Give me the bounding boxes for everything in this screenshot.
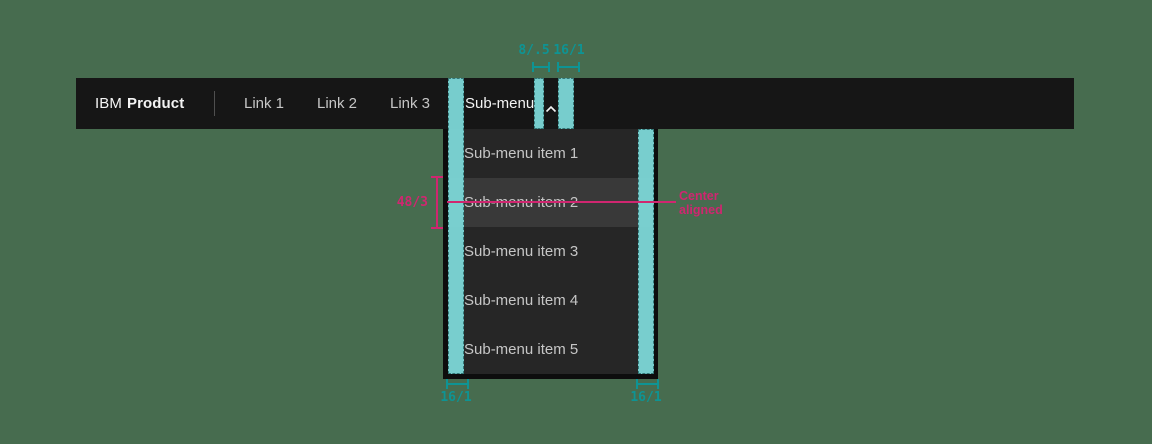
center-align-note: Center aligned	[679, 189, 723, 217]
submenu-dropdown: Sub-menu item 1 Sub-menu item 2 Sub-menu…	[443, 129, 658, 379]
height-measure-bracket	[431, 176, 443, 229]
spacing-overlay-label-chevron-gap	[534, 78, 544, 129]
item-height-label: 48/3	[396, 195, 428, 210]
submenu-trigger[interactable]: Sub-menu	[450, 78, 652, 129]
submenu-label: Sub-menu	[465, 95, 535, 112]
measure-ibeam-icon	[636, 379, 659, 389]
center-align-line	[447, 201, 676, 203]
app-header: IBM Product Link 1 Link 2 Link 3 Sub-menu	[76, 78, 1074, 129]
measurement-label-right-padding: 16/1	[553, 43, 585, 58]
nav-link-1[interactable]: Link 1	[244, 95, 285, 112]
submenu-item-4[interactable]: Sub-menu item 4	[448, 276, 653, 325]
measurement-label-gap: 8/.5	[518, 43, 550, 58]
spacing-overlay-trigger-right-padding	[558, 78, 574, 129]
header-divider	[214, 91, 215, 116]
measure-ibeam-icon	[446, 379, 469, 389]
nav-link-3[interactable]: Link 3	[390, 95, 431, 112]
spacing-overlay-left-padding	[448, 78, 464, 374]
measurement-label-dropdown-left-padding: 16/1	[440, 390, 472, 405]
measurement-label-dropdown-right-padding: 16/1	[630, 390, 662, 405]
measure-ibeam-icon	[532, 62, 550, 72]
chevron-up-icon	[545, 100, 557, 113]
brand-name: Product	[126, 95, 185, 112]
submenu-item-1[interactable]: Sub-menu item 1	[448, 129, 653, 178]
submenu-item-5[interactable]: Sub-menu item 5	[448, 325, 653, 374]
submenu-item-3[interactable]: Sub-menu item 3	[448, 227, 653, 276]
brand[interactable]: IBM Product	[95, 78, 184, 129]
brand-prefix: IBM	[95, 95, 122, 112]
measure-ibeam-icon	[557, 62, 580, 72]
nav-link-2[interactable]: Link 2	[317, 95, 358, 112]
spacing-overlay-dropdown-right-padding	[638, 129, 654, 374]
